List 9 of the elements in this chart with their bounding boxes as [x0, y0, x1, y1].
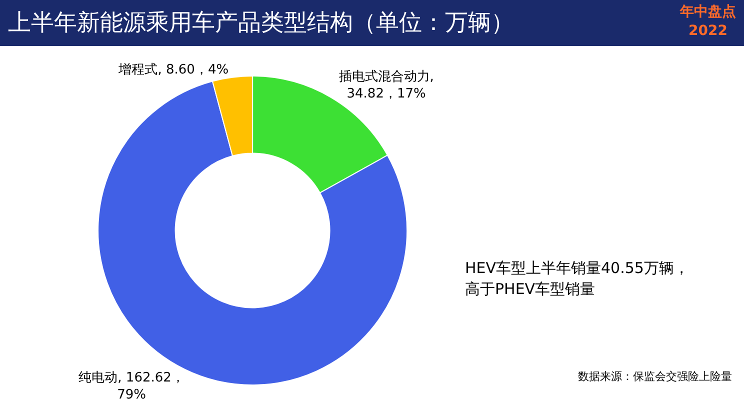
- slice-label: 纯电动, 162.62， 79%: [78, 370, 184, 402]
- text: 年中盘点: [680, 4, 736, 20]
- chart-title: 上半年新能源乘用车产品类型结构（单位：万辆）: [8, 9, 514, 38]
- text: 高于PHEV车型销量: [465, 280, 596, 298]
- source-note: 数据来源：保监会交强险上险量: [578, 370, 732, 383]
- text: 2022: [688, 23, 728, 39]
- slice-label: 增程式, 8.60，4%: [118, 62, 229, 78]
- text: HEV车型上半年销量40.55万辆，: [465, 259, 689, 277]
- slice-label: 插电式混合动力, 34.82，17%: [338, 69, 434, 102]
